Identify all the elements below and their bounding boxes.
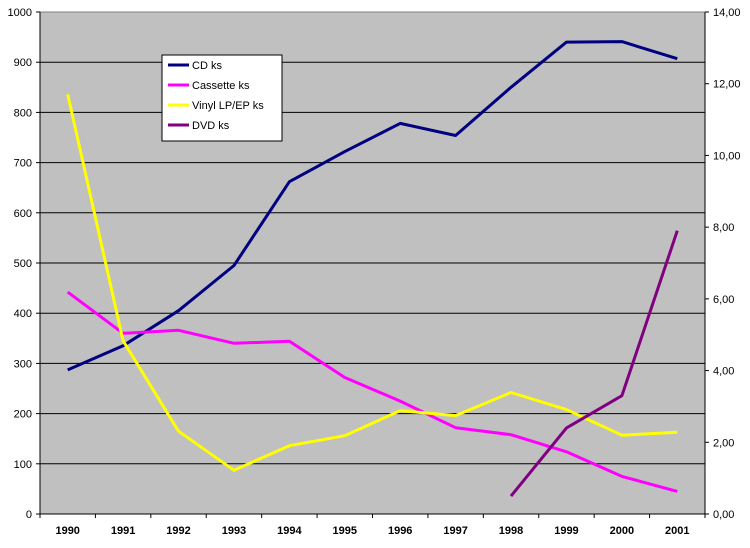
y-right-tick-label: 14,00	[713, 7, 741, 19]
y-right-tick-label: 6,00	[713, 294, 734, 306]
y-right-tick-label: 10,00	[713, 150, 741, 162]
x-tick-label: 1990	[55, 525, 79, 537]
y-right-tick-label: 12,00	[713, 79, 741, 91]
series-line-vinyl-lp-ep-ks	[66, 93, 678, 472]
x-tick-label: 2000	[610, 525, 634, 537]
y-right-tick-label: 8,00	[713, 222, 734, 234]
x-tick-label: 1997	[443, 525, 467, 537]
x-tick-label: 1991	[111, 525, 135, 537]
x-tick-label: 1992	[166, 525, 190, 537]
axes: 0 100 200 300 400 500 600 700 800 900 1000 0,00 2,00…	[8, 7, 741, 537]
x-tick-label: 1994	[277, 525, 302, 537]
y-left-tick-label: 800	[14, 107, 32, 119]
legend-label: Cassette ks	[192, 80, 250, 92]
y-left-tick-label: 600	[14, 208, 32, 220]
legend-label: DVD ks	[192, 120, 230, 132]
legend-label: Vinyl LP/EP ks	[192, 100, 264, 112]
series-line-cd-ks	[67, 40, 678, 372]
y-left-tick-label: 700	[14, 158, 32, 170]
y-left-tick-label: 1000	[8, 7, 32, 19]
series-line-cassette-ks	[66, 290, 678, 493]
y-left-tick-label: 500	[14, 258, 32, 270]
y-left-tick-label: 400	[14, 308, 32, 320]
x-tick-label: 2001	[665, 525, 689, 537]
x-tick-label: 1995	[333, 525, 357, 537]
y-left-tick-label: 200	[14, 409, 32, 421]
legend-label: CD ks	[192, 60, 222, 72]
y-left-tick-label: 300	[14, 358, 32, 370]
series-layer	[66, 40, 679, 498]
y-left-tick-label: 900	[14, 57, 32, 69]
y-right-tick-label: 4,00	[713, 366, 734, 378]
x-tick-label: 1996	[388, 525, 412, 537]
x-tick-label: 1999	[554, 525, 578, 537]
x-tick-label: 1998	[499, 525, 523, 537]
y-left-tick-label: 0	[26, 509, 32, 521]
y-right-tick-label: 0,00	[713, 509, 734, 521]
legend-box	[161, 54, 283, 142]
y-right-tick-label: 2,00	[713, 437, 734, 449]
x-tick-label: 1993	[222, 525, 246, 537]
series-line-dvd-ks	[509, 230, 679, 498]
y-left-tick-label: 100	[14, 459, 32, 471]
legend: CD ks Cassette ks Vinyl LP/EP ks DVD ks	[161, 54, 283, 142]
